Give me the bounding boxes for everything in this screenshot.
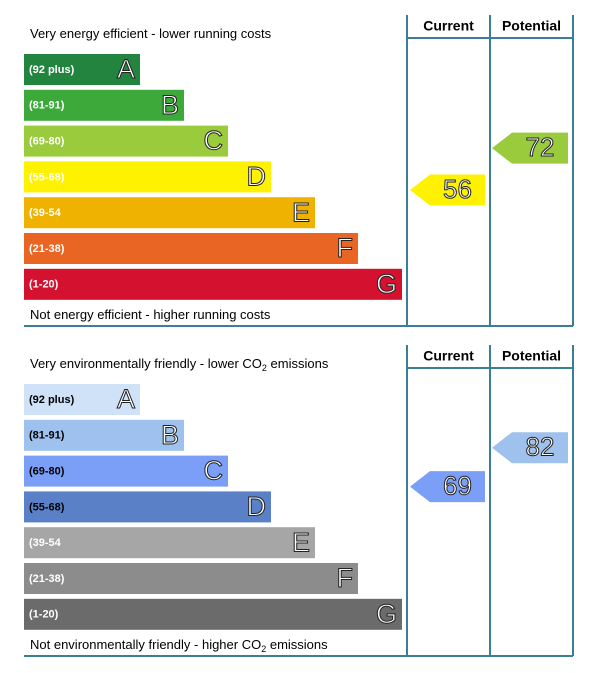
caption-part: Very energy efficient - lower running co… (30, 26, 272, 41)
band (24, 233, 358, 264)
band-range: (81-91) (29, 430, 65, 442)
caption-part: Not environmentally friendly - higher CO (30, 637, 261, 652)
band (24, 527, 315, 559)
band-letter: E (292, 527, 310, 557)
band (24, 384, 140, 415)
caption-part: Not energy efficient - higher running co… (30, 307, 271, 322)
band-range: (55-68) (29, 501, 65, 513)
rating-value: 56 (443, 174, 472, 204)
band-range: (69-80) (29, 136, 65, 148)
rating-arrow (492, 132, 568, 164)
band-letter: B (161, 90, 179, 120)
band-letter: C (204, 456, 224, 486)
band-range: (92 plus) (29, 64, 75, 76)
band-range: (81-91) (29, 100, 65, 112)
band (24, 268, 402, 300)
rating-value: 82 (526, 432, 555, 462)
band-letter: F (337, 233, 354, 263)
band-letter: B (161, 420, 179, 450)
caption-part: Very environmentally friendly - lower CO (30, 356, 262, 371)
band (24, 491, 271, 523)
band (24, 455, 228, 487)
subscript: 2 (261, 644, 266, 654)
band-letter: A (117, 384, 135, 414)
caption: Very energy efficient - lower running co… (30, 26, 272, 41)
rating-arrow (410, 471, 485, 503)
band-letter: D (247, 492, 267, 522)
caption: Very environmentally friendly - lower CO… (30, 356, 329, 373)
band-range: (1-20) (29, 609, 59, 621)
band (24, 89, 184, 121)
band (24, 161, 271, 193)
band (24, 54, 140, 85)
band-range: (21-38) (29, 573, 65, 585)
rating-arrow (410, 174, 485, 206)
band (24, 197, 315, 229)
band-letter: C (204, 126, 224, 156)
band-letter: G (376, 599, 397, 629)
band (24, 563, 358, 594)
column-header: Potential (502, 18, 561, 34)
subscript: 2 (262, 363, 267, 373)
caption-part: emissions (267, 356, 329, 371)
band (24, 598, 402, 630)
column-header: Potential (502, 348, 561, 364)
band-letter: D (247, 162, 267, 192)
band (24, 125, 228, 157)
caption: Not energy efficient - higher running co… (30, 307, 271, 322)
band-range: (1-20) (29, 279, 59, 291)
rating-arrow (492, 432, 568, 464)
band-range: (39-54 (29, 207, 62, 219)
band-range: (92 plus) (29, 394, 75, 406)
band-range: (39-54 (29, 537, 62, 549)
band-range: (69-80) (29, 466, 65, 478)
caption: Not environmentally friendly - higher CO… (30, 637, 328, 654)
band-range: (21-38) (29, 243, 65, 255)
band-letter: E (292, 197, 310, 227)
band-letter: G (376, 269, 397, 299)
rating-value: 72 (526, 132, 555, 162)
band-range: (55-68) (29, 171, 65, 183)
column-header: Current (423, 18, 474, 34)
band (24, 419, 184, 451)
caption-part: emissions (266, 637, 328, 652)
band-letter: A (117, 54, 135, 84)
column-header: Current (423, 348, 474, 364)
rating-value: 69 (443, 470, 472, 500)
band-letter: F (337, 563, 354, 593)
